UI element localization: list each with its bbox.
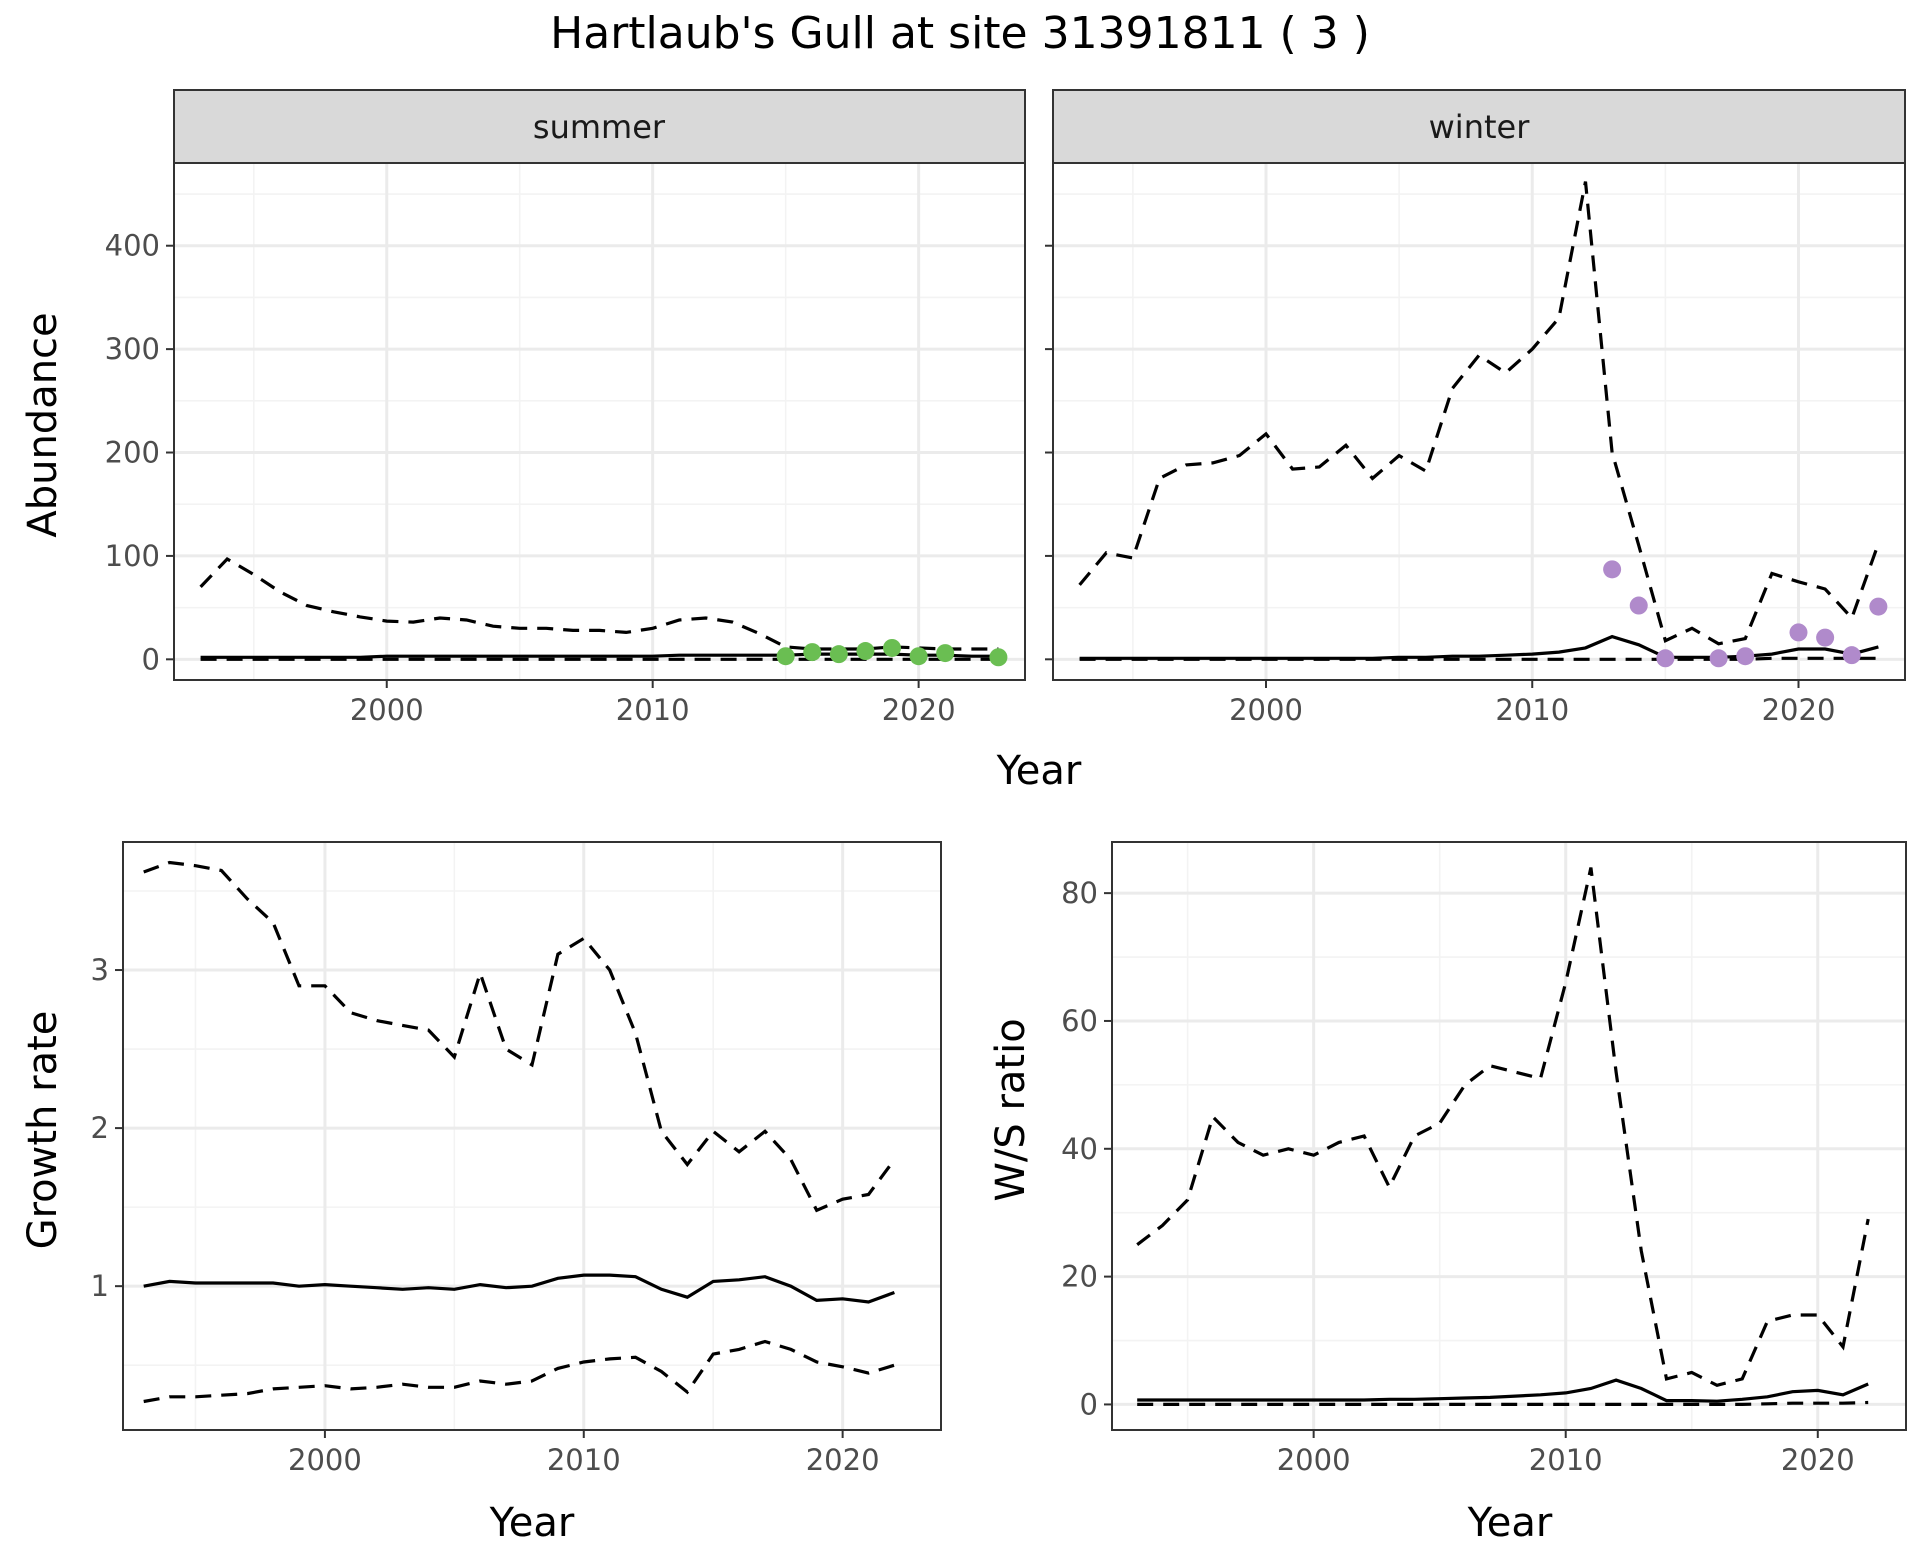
winter-observed-point xyxy=(1789,623,1808,642)
summer-strip-label: summer xyxy=(533,108,666,146)
ratio-upper-bound-line xyxy=(1136,867,1870,1387)
summer-x-tick-label: 2000 xyxy=(350,693,424,727)
winter-upper-bound-line xyxy=(1078,181,1880,646)
ratio-x-tick-label: 2010 xyxy=(1529,1443,1603,1477)
summer-x-tick-label: 2010 xyxy=(616,693,690,727)
summer-observed-point xyxy=(829,645,848,664)
winter-strip-label: winter xyxy=(1429,108,1531,146)
ratio-x-tick-label: 2000 xyxy=(1277,1443,1351,1477)
summer-y-tick-label: 400 xyxy=(105,229,160,263)
growth-x-tick-label: 2020 xyxy=(806,1443,880,1477)
winter-observed-point xyxy=(1603,560,1622,579)
growth-upper-bound-line xyxy=(143,860,896,1213)
summer-y-tick-label: 100 xyxy=(105,539,160,573)
abundance-y-axis-title: Abundance xyxy=(20,312,66,537)
ratio-estimate-line xyxy=(1137,1378,1869,1403)
growth-y-tick-label: 2 xyxy=(91,1111,109,1145)
ratio-y-tick-label: 0 xyxy=(1080,1387,1098,1421)
winter-estimate-line xyxy=(1079,634,1879,660)
figure-title: Hartlaub's Gull at site 31391811 ( 3 ) xyxy=(550,8,1370,59)
growth-lower-bound-line xyxy=(143,1339,895,1404)
summer-observed-point xyxy=(989,648,1008,667)
growth-panel-border xyxy=(122,841,942,1431)
winter-x-tick-label: 2000 xyxy=(1229,693,1303,727)
growth-estimate-line xyxy=(143,1273,895,1304)
ratio-y-axis-title: W/S ratio xyxy=(988,1018,1034,1201)
growth-x-axis-title: Year xyxy=(489,1500,575,1546)
summer-observed-point xyxy=(909,647,928,666)
growth-x-tick-label: 2000 xyxy=(288,1443,362,1477)
winter-panel-border xyxy=(1052,162,1906,681)
ratio-y-tick-label: 40 xyxy=(1061,1132,1098,1166)
summer-strip xyxy=(173,89,1026,164)
summer-observed-point xyxy=(856,642,875,661)
ratio-lower-bound-line xyxy=(1137,1400,1869,1407)
abundance-x-axis-title: Year xyxy=(996,748,1082,794)
winter-x-tick-label: 2010 xyxy=(1495,693,1569,727)
ratio-x-tick-label: 2020 xyxy=(1781,1443,1855,1477)
summer-panel-border xyxy=(173,162,1026,681)
summer-observed-point xyxy=(803,643,822,662)
winter-observed-point xyxy=(1816,628,1835,647)
ratio-y-tick-label: 80 xyxy=(1061,876,1098,910)
summer-upper-bound-line xyxy=(199,556,999,651)
summer-observed-point xyxy=(883,638,902,657)
winter-observed-point xyxy=(1869,597,1888,616)
summer-x-tick-label: 2020 xyxy=(882,693,956,727)
winter-observed-point xyxy=(1656,649,1675,668)
growth-y-axis-title: Growth rate xyxy=(20,1011,66,1250)
summer-abundance-panel: 2000 2010 2020 0 100 200 300 400 xyxy=(105,89,1026,727)
winter-abundance-panel: 2000 2010 2020 xyxy=(1045,89,1906,727)
ws-ratio-panel: 2000 2010 2020 0 20 40 60 80 xyxy=(1061,841,1907,1477)
ratio-x-axis-title: Year xyxy=(1467,1500,1553,1546)
ratio-y-tick-label: 60 xyxy=(1061,1004,1098,1038)
summer-y-tick-label: 0 xyxy=(142,642,160,676)
summer-y-tick-label: 200 xyxy=(105,436,160,470)
winter-observed-point xyxy=(1709,649,1728,668)
winter-observed-point xyxy=(1842,646,1861,665)
summer-y-tick-label: 300 xyxy=(105,332,160,366)
winter-observed-point xyxy=(1629,596,1648,615)
summer-observed-point xyxy=(776,647,795,666)
summer-estimate-line xyxy=(200,652,999,659)
summer-observed-point xyxy=(936,644,955,663)
growth-rate-panel: 2000 2010 2020 1 2 3 xyxy=(91,841,942,1477)
ratio-y-tick-label: 20 xyxy=(1061,1260,1098,1294)
ratio-panel-border xyxy=(1111,841,1907,1431)
winter-observed-point xyxy=(1736,647,1755,666)
winter-x-tick-label: 2020 xyxy=(1762,693,1836,727)
growth-y-tick-label: 3 xyxy=(91,953,109,987)
growth-y-tick-label: 1 xyxy=(91,1269,109,1303)
growth-x-tick-label: 2010 xyxy=(547,1443,621,1477)
